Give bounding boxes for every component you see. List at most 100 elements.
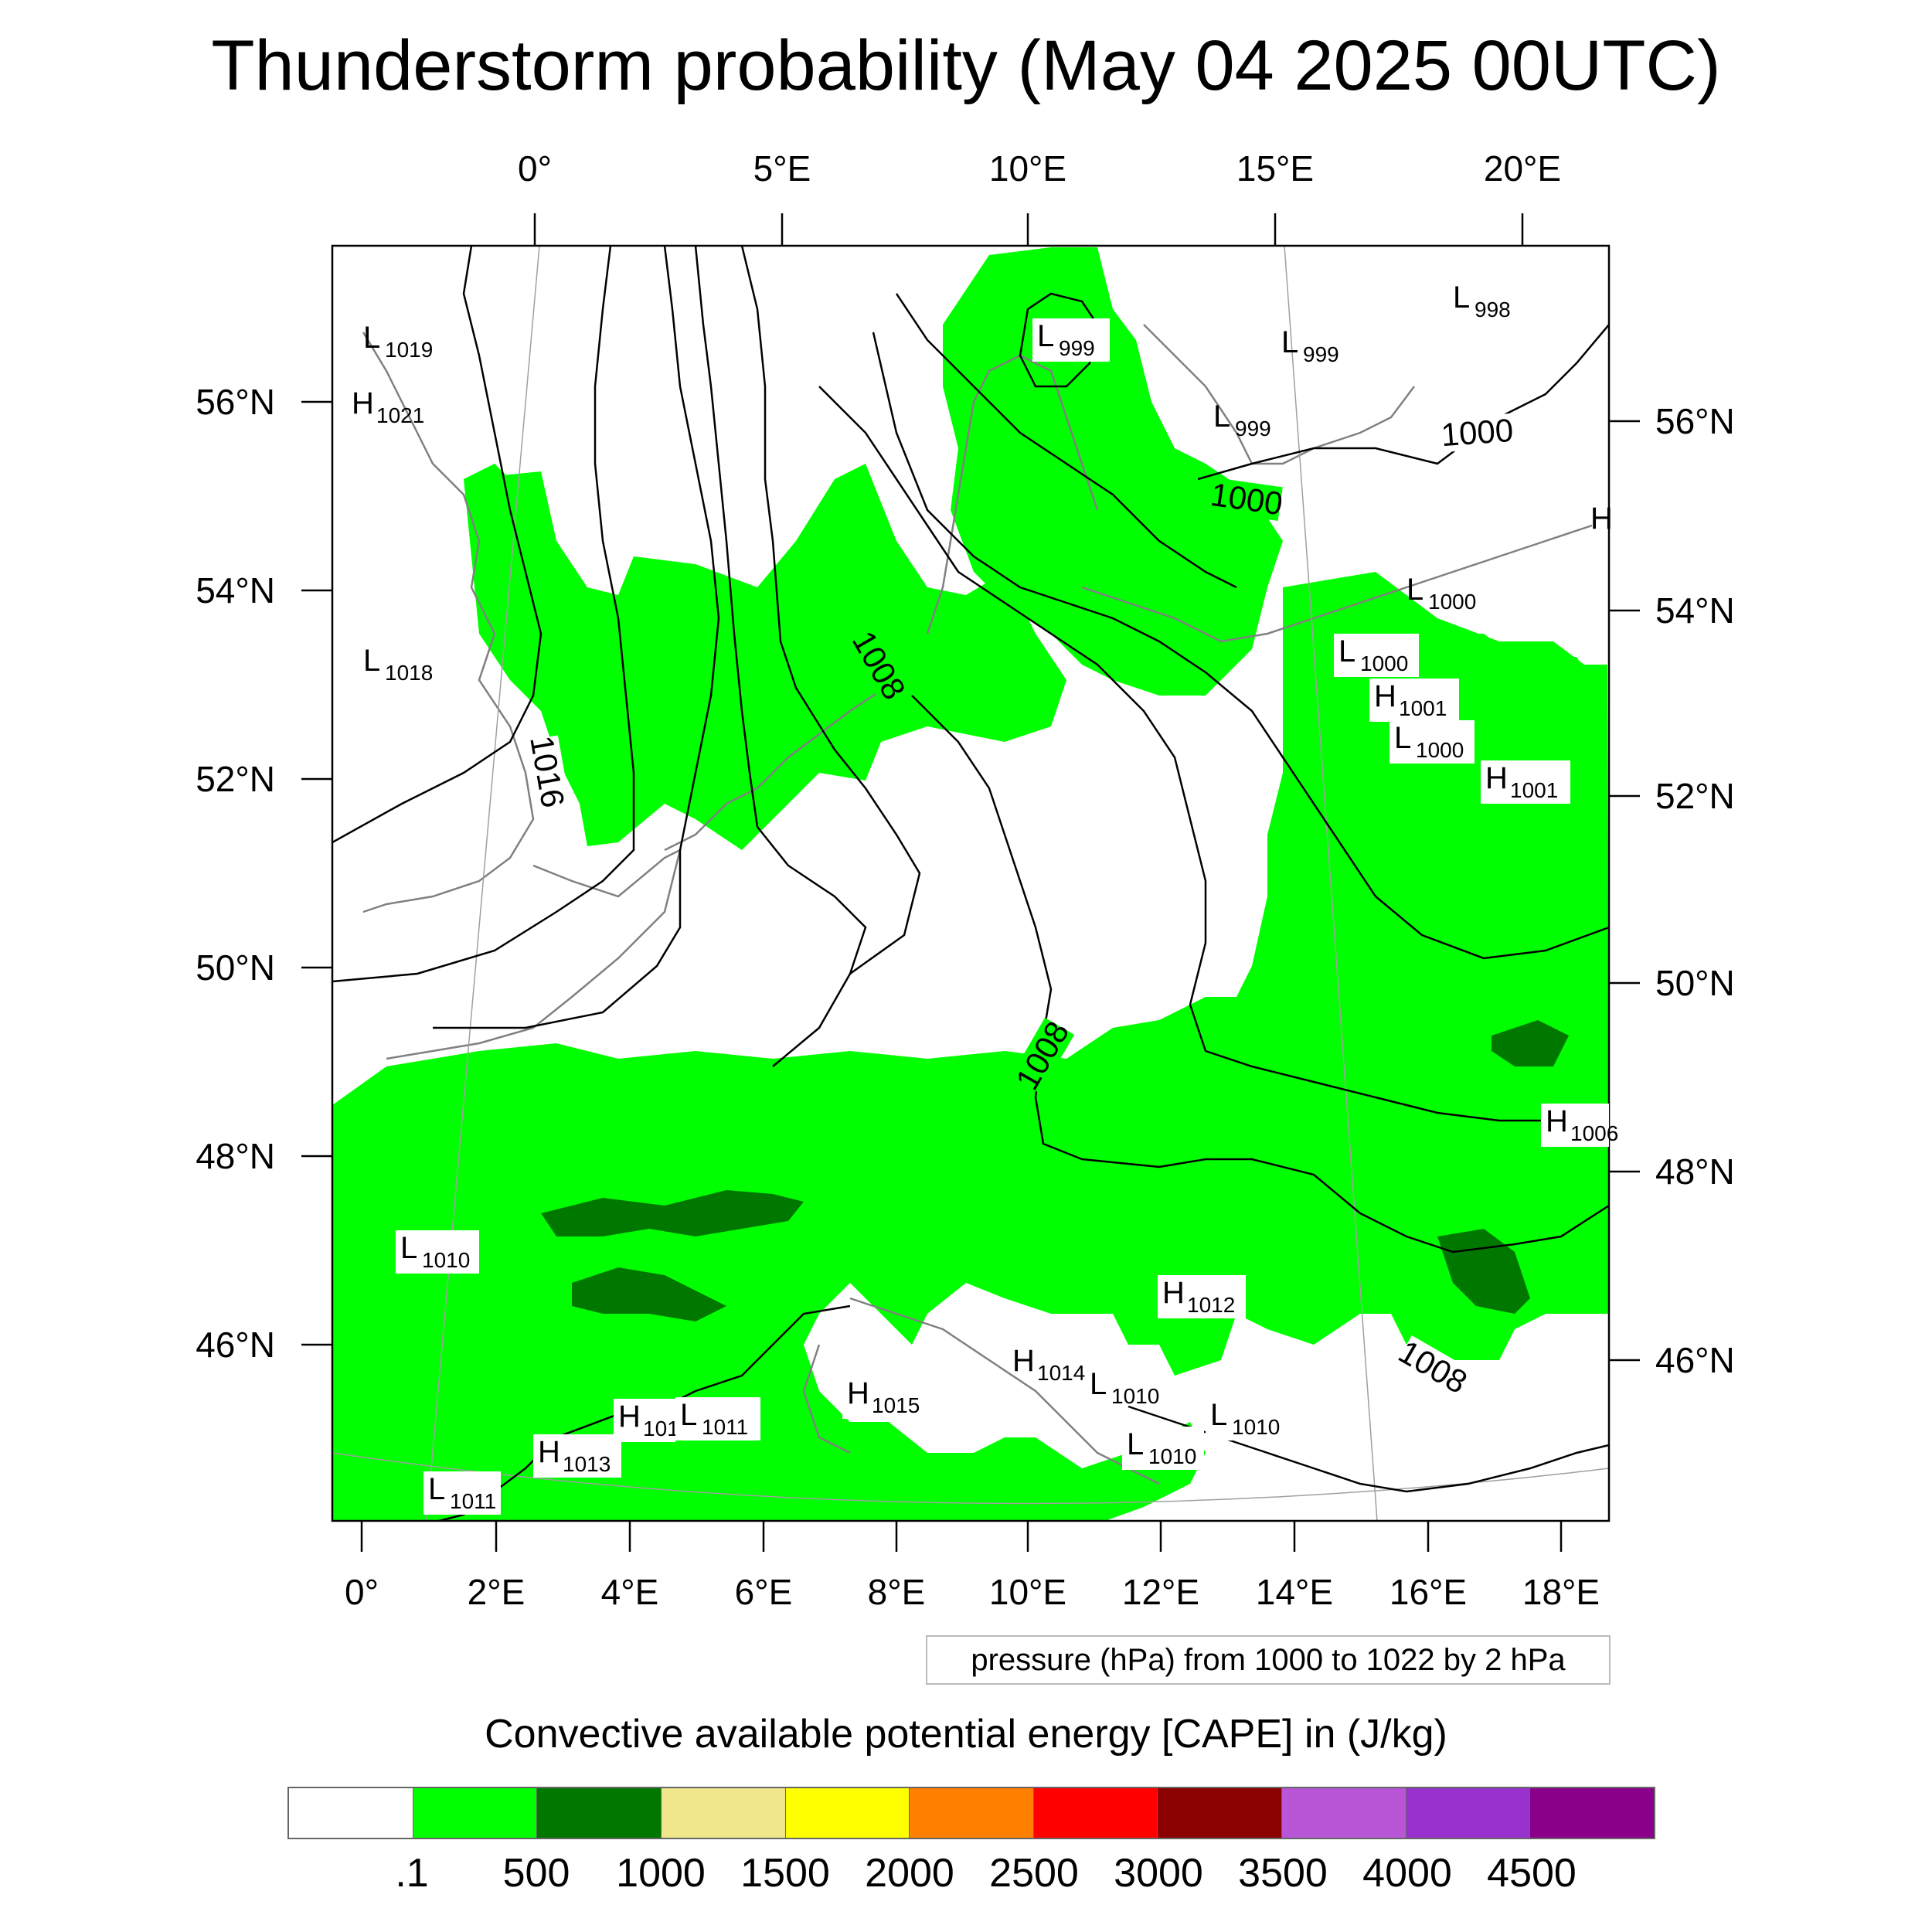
svg-text:H: H: [352, 386, 374, 420]
pressure-center: L 1011: [423, 1471, 501, 1515]
coastline-low-countries: [664, 679, 897, 852]
pressure-center: L 1010: [1122, 1427, 1204, 1470]
left-lat-label: 48°N: [196, 1136, 275, 1176]
svg-text:998: 998: [1475, 298, 1511, 321]
pressure-center: H 1015: [842, 1376, 930, 1419]
pressure-center: L 1010: [396, 1230, 479, 1274]
bottom-lon-label: 4°E: [601, 1572, 659, 1612]
top-lon-label: 0°: [518, 148, 552, 189]
isobar-1002: [895, 293, 1237, 589]
coastline-denmark: [926, 354, 1099, 634]
left-lat-label: 50°N: [196, 947, 275, 988]
isobar-1014: [332, 246, 635, 983]
bottom-lon-labels: 0° 2°E 4°E 6°E 8°E 10°E 12°E 14°E 16°E 1…: [345, 1572, 1600, 1612]
pressure-center: L 1000: [1389, 720, 1475, 764]
right-lat-label: 46°N: [1655, 1340, 1735, 1380]
colorbar-box: [1158, 1788, 1283, 1838]
svg-text:1010: 1010: [422, 1248, 470, 1272]
svg-text:L: L: [363, 321, 380, 355]
colorbar-labels: .1 500 1000 1500 2000 2500 3000 3500 400…: [0, 1849, 1932, 1903]
cape-shading: [332, 247, 1609, 1521]
right-lat-labels: 56°N 54°N 52°N 50°N 48°N 46°N: [1655, 401, 1735, 1380]
svg-text:H: H: [1485, 761, 1508, 795]
svg-text:1011: 1011: [450, 1489, 496, 1513]
isobar-1008: [740, 246, 921, 975]
svg-text:L: L: [1338, 634, 1355, 668]
left-lat-label: 52°N: [196, 759, 275, 799]
pressure-center: L 998: [1453, 281, 1511, 321]
top-lon-label: 10°E: [989, 148, 1066, 189]
cape-high-south-alps: [541, 1190, 804, 1236]
svg-text:L: L: [1210, 1398, 1227, 1432]
svg-text:L: L: [1406, 573, 1423, 607]
right-lat-label: 48°N: [1655, 1151, 1735, 1192]
bottom-lon-label: 0°: [345, 1572, 379, 1612]
colorbar-box: [1033, 1788, 1158, 1838]
tick-marks: [301, 213, 1640, 1552]
pressure-contour-note: pressure (hPa) from 1000 to 1022 by 2 hP…: [926, 1635, 1611, 1685]
pressure-center: L 1018: [363, 644, 433, 685]
colorbar-label: 2500: [989, 1851, 1079, 1896]
pressure-center: L 999: [1281, 325, 1339, 366]
isobar-1008b: [911, 695, 1609, 1253]
colorbar-box: [785, 1788, 910, 1838]
bottom-lon-label: 18°E: [1522, 1572, 1600, 1612]
bottom-lon-label: 8°E: [868, 1572, 926, 1612]
colorbar-box: [910, 1788, 1034, 1838]
colorbar-label: 3500: [1238, 1851, 1328, 1896]
right-lat-label: 56°N: [1655, 401, 1735, 441]
isobar-label: 1000: [1440, 412, 1514, 453]
bottom-lon-label: 6°E: [735, 1572, 793, 1612]
pressure-center: H: [1590, 502, 1613, 536]
svg-text:1000: 1000: [1428, 590, 1476, 614]
coastline-france: [386, 848, 682, 1060]
svg-text:1011: 1011: [702, 1415, 748, 1439]
pressure-center: L 1000: [1406, 573, 1476, 614]
svg-text:999: 999: [1235, 417, 1271, 440]
svg-text:1000: 1000: [1416, 738, 1464, 762]
map-title: Thunderstorm probability (May 04 2025 00…: [211, 26, 1721, 105]
top-lon-label: 5°E: [753, 148, 811, 189]
svg-text:L: L: [1127, 1427, 1144, 1461]
colorbar-label: 2000: [865, 1851, 954, 1896]
isobars: [332, 246, 1609, 1521]
pressure-center: H 1001: [1481, 760, 1570, 804]
pressure-center: H 1021: [352, 386, 424, 427]
svg-text:1001: 1001: [1510, 778, 1558, 802]
svg-text:1014: 1014: [1037, 1361, 1085, 1385]
svg-text:1012: 1012: [1187, 1293, 1235, 1317]
coastline-sweden: [1143, 324, 1415, 465]
pressure-center: L 1010: [1090, 1367, 1159, 1408]
coastline-britain: [362, 332, 535, 913]
bottom-lon-label: 10°E: [989, 1572, 1066, 1612]
svg-text:H: H: [618, 1400, 641, 1434]
graticule: [332, 246, 1609, 1521]
svg-text:L: L: [1090, 1367, 1107, 1401]
left-lat-labels: 56°N 54°N 52°N 50°N 48°N 46°N: [196, 382, 275, 1365]
svg-text:L: L: [1213, 400, 1230, 434]
bottom-lon-label: 12°E: [1122, 1572, 1199, 1612]
isobar-low-999: [1019, 292, 1099, 388]
svg-text:H: H: [1012, 1344, 1035, 1378]
colorbar-box: [1530, 1788, 1655, 1838]
coastline-adriatic: [849, 1297, 1160, 1485]
colorbar-label: 1000: [616, 1851, 706, 1896]
colorbar-title: Convective available potential energy [C…: [485, 1712, 1447, 1757]
left-lat-label: 56°N: [196, 382, 275, 422]
colorbar-box: [537, 1788, 662, 1838]
svg-text:1019: 1019: [385, 338, 433, 362]
colorbar-label: 500: [502, 1851, 570, 1896]
bottom-lon-label: 16°E: [1389, 1572, 1467, 1612]
pressure-center: L 1010: [1206, 1397, 1287, 1440]
isobar-1000: [1197, 324, 1609, 481]
svg-text:L: L: [1037, 319, 1054, 353]
isobar-1010: [694, 246, 867, 1067]
svg-text:1010: 1010: [1111, 1384, 1159, 1408]
colorbar-box: [661, 1788, 786, 1838]
colorbar-label: 3000: [1114, 1851, 1203, 1896]
svg-text:L: L: [680, 1398, 697, 1432]
svg-text:L: L: [1394, 721, 1411, 755]
svg-text:H: H: [1546, 1104, 1568, 1138]
